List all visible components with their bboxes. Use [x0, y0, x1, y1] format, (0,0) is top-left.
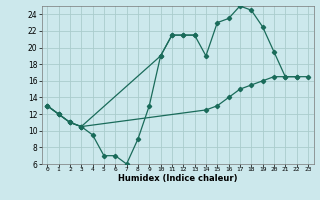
X-axis label: Humidex (Indice chaleur): Humidex (Indice chaleur)	[118, 174, 237, 183]
